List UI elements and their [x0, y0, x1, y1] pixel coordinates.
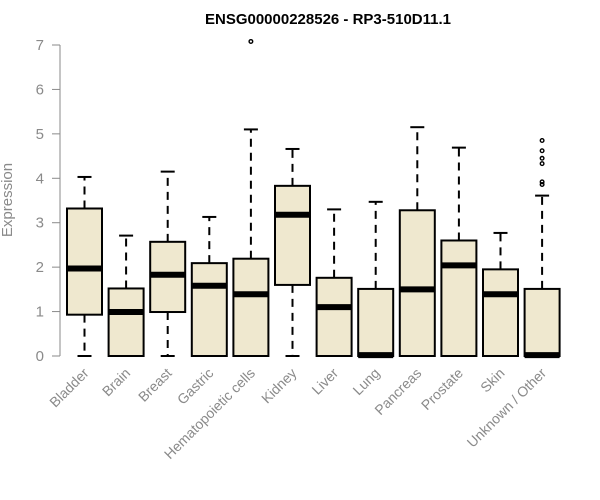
box-iqr [357, 287, 395, 358]
x-category-label: Prostate [418, 365, 466, 413]
box-iqr [398, 209, 436, 357]
box-iqr [107, 287, 145, 357]
outlier-point [248, 38, 254, 44]
outlier-point [539, 148, 545, 154]
y-tick-label: 5 [36, 126, 44, 143]
box-iqr [274, 184, 311, 286]
box-iqr [482, 268, 519, 357]
box-iqr [523, 287, 561, 358]
box-bladder [66, 175, 103, 357]
box-pancreas [398, 126, 436, 357]
box-prostate [440, 146, 478, 357]
x-category-label: Brain [99, 365, 133, 399]
box-skin [482, 231, 519, 357]
box-iqr [66, 207, 103, 316]
box-unknown-other [523, 138, 561, 359]
box-iqr [232, 257, 270, 357]
box-kidney [274, 147, 311, 357]
y-tick-label: 6 [36, 81, 44, 98]
x-category-label: Breast [135, 365, 175, 405]
y-axis-label: Expression [0, 163, 16, 237]
x-category-label: Lung [349, 365, 382, 398]
x-category-label: Unknown / Other [464, 365, 550, 451]
box-brain [107, 234, 145, 357]
box-series [66, 38, 561, 359]
box-iqr [315, 276, 353, 358]
outlier-point [539, 182, 545, 188]
y-tick-label: 3 [36, 215, 44, 232]
x-category-label: Liver [308, 365, 341, 398]
x-category-label: Bladder [46, 365, 92, 411]
y-tick-label: 4 [36, 170, 44, 187]
box-hematopoietic-cells [232, 38, 270, 357]
box-iqr [440, 239, 478, 357]
y-tick-label: 2 [36, 259, 44, 276]
chart-title: ENSG00000228526 - RP3-510D11.1 [205, 11, 451, 28]
box-lung [357, 200, 395, 359]
y-tick-label: 7 [36, 37, 44, 54]
box-iqr [190, 262, 228, 357]
x-category-label: Skin [477, 365, 508, 396]
x-category-label: Kidney [258, 365, 300, 407]
y-axis-ticks: 0 1 2 3 4 5 6 7 [36, 37, 60, 365]
outlier-point [539, 161, 545, 167]
y-tick-label: 0 [36, 348, 44, 365]
outlier-point [539, 155, 545, 161]
box-breast [149, 170, 187, 357]
box-liver [315, 208, 353, 358]
outlier-point [539, 179, 545, 185]
y-tick-label: 1 [36, 304, 44, 321]
outlier-point [539, 138, 545, 144]
box-gastric [190, 215, 228, 357]
